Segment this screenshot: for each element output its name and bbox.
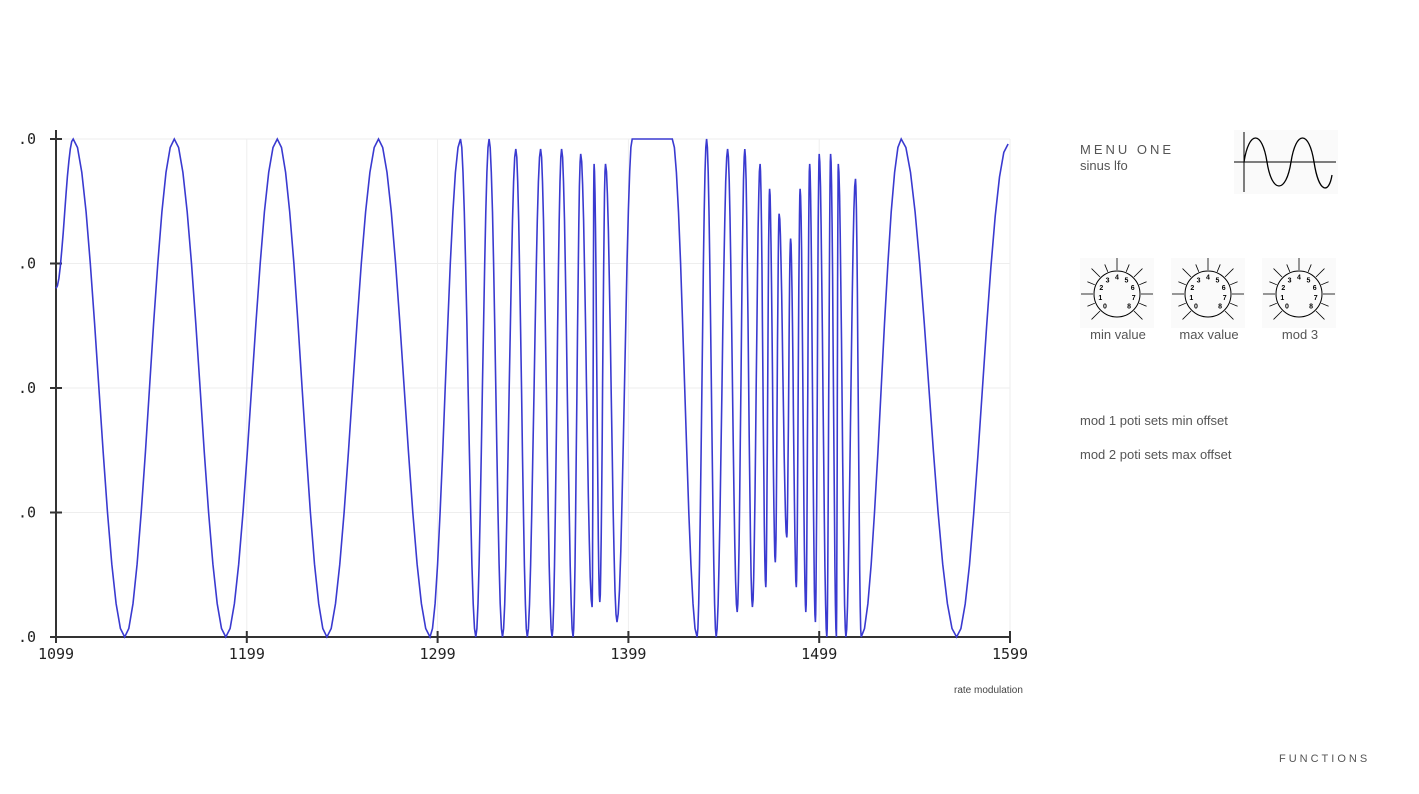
sine-wave-icon (1234, 130, 1338, 194)
chart-caption: rate modulation (954, 685, 1023, 696)
svg-text:0: 0 (1194, 304, 1198, 311)
svg-text:6: 6 (1313, 285, 1317, 292)
x-tick-label: 1199 (229, 645, 265, 663)
svg-text:1: 1 (1189, 295, 1193, 302)
y-tick-label: .0 (18, 628, 36, 646)
y-tick-label: .0 (18, 255, 36, 273)
svg-text:7: 7 (1314, 295, 1318, 302)
svg-text:2: 2 (1099, 285, 1103, 292)
knob-2[interactable]: 01 23 4 56 78 (1171, 258, 1245, 328)
svg-text:4: 4 (1297, 275, 1301, 282)
x-tick-label: 1299 (420, 645, 456, 663)
knob-label-mod-3: mod 3 (1281, 327, 1319, 342)
svg-text:2: 2 (1190, 285, 1194, 292)
svg-text:8: 8 (1309, 304, 1313, 311)
knob-3[interactable]: 01 23 4 56 78 (1262, 258, 1336, 328)
svg-text:1: 1 (1280, 295, 1284, 302)
knob-label-min-value: min value (1090, 327, 1146, 342)
svg-text:6: 6 (1131, 285, 1135, 292)
svg-text:8: 8 (1218, 304, 1222, 311)
svg-text:4: 4 (1206, 275, 1210, 282)
svg-text:7: 7 (1223, 295, 1227, 302)
svg-text:0: 0 (1285, 304, 1289, 311)
svg-text:6: 6 (1222, 285, 1226, 292)
y-tick-label: .0 (18, 130, 36, 148)
svg-text:5: 5 (1306, 277, 1310, 284)
knob-label-max-value: max value (1179, 327, 1239, 342)
svg-text:1: 1 (1098, 295, 1102, 302)
svg-text:5: 5 (1124, 277, 1128, 284)
svg-text:7: 7 (1132, 295, 1136, 302)
y-tick-label: .0 (18, 504, 36, 522)
menu-subtitle: sinus lfo (1080, 158, 1128, 173)
y-tick-label: .0 (18, 379, 36, 397)
svg-text:4: 4 (1115, 275, 1119, 282)
footer-label: FUNCTIONS (1279, 753, 1371, 765)
menu-title: MENU ONE (1080, 142, 1175, 157)
svg-text:3: 3 (1197, 277, 1201, 284)
x-tick-label: 1099 (38, 645, 74, 663)
svg-text:8: 8 (1127, 304, 1131, 311)
note-mod-1: mod 1 poti sets min offset (1080, 413, 1228, 428)
x-tick-label: 1499 (801, 645, 837, 663)
svg-text:3: 3 (1288, 277, 1292, 284)
x-tick-label: 1399 (610, 645, 646, 663)
x-tick-label: 1599 (992, 645, 1028, 663)
note-mod-2: mod 2 poti sets max offset (1080, 447, 1232, 462)
svg-text:5: 5 (1215, 277, 1219, 284)
svg-text:0: 0 (1103, 304, 1107, 311)
svg-text:2: 2 (1281, 285, 1285, 292)
series-line (55, 137, 1009, 640)
svg-text:3: 3 (1106, 277, 1110, 284)
knob-1[interactable]: 01 23 4 56 78 (1080, 258, 1154, 328)
